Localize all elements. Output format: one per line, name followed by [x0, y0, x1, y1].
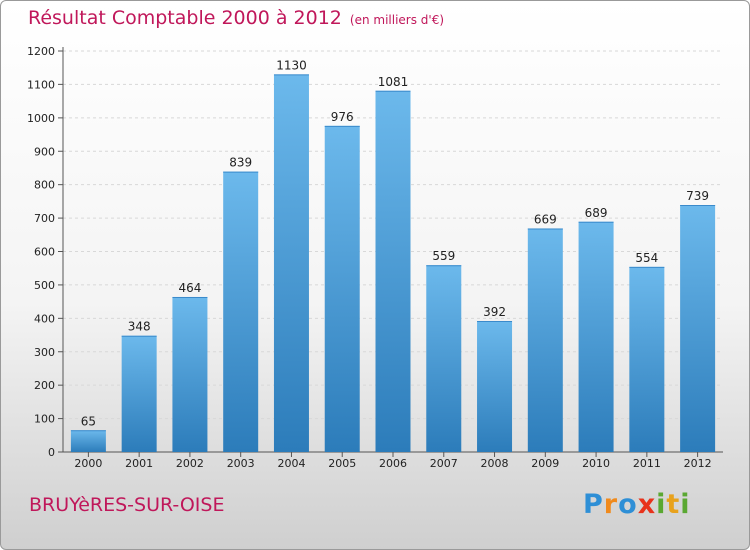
y-tick-label: 500 — [34, 279, 55, 292]
y-tick-label: 300 — [34, 346, 55, 359]
x-tick-label: 2010 — [582, 457, 610, 470]
proxiti-logo: Proxiti — [583, 489, 691, 520]
bar — [629, 266, 665, 452]
bar-value-label: 392 — [483, 305, 506, 319]
bar — [477, 321, 513, 452]
bar-value-label: 559 — [432, 249, 455, 263]
logo-letter: i — [680, 489, 691, 520]
bar — [172, 296, 208, 452]
chart-title: Résultat Comptable 2000 à 2012 — [28, 7, 342, 29]
x-tick-label: 2009 — [531, 457, 559, 470]
y-tick-label: 1100 — [27, 78, 55, 91]
bar-value-label: 689 — [585, 206, 608, 220]
bar — [121, 335, 157, 452]
bar-value-label: 1081 — [378, 75, 409, 89]
x-tick-label: 2001 — [125, 457, 153, 470]
logo-letter: r — [603, 489, 619, 520]
bar — [527, 228, 563, 452]
bar — [223, 171, 259, 453]
bar — [324, 125, 360, 452]
bar-value-label: 839 — [229, 156, 252, 170]
bar-value-label: 1130 — [276, 58, 307, 72]
bar-value-label: 976 — [331, 110, 354, 124]
logo-letter: P — [583, 489, 604, 520]
bar-value-label: 348 — [128, 320, 151, 334]
bar — [680, 205, 716, 452]
logo-letter: o — [618, 489, 638, 520]
location-name: BRUYèRES-SUR-OISE — [29, 494, 225, 516]
bar — [375, 90, 411, 452]
x-tick-label: 2011 — [633, 457, 661, 470]
x-tick-label: 2000 — [74, 457, 102, 470]
y-tick-label: 700 — [34, 212, 55, 225]
x-tick-label: 2003 — [227, 457, 255, 470]
x-tick-label: 2002 — [176, 457, 204, 470]
logo-letter: i — [656, 489, 667, 520]
chart-title-row: Résultat Comptable 2000 à 2012 (en millie… — [28, 7, 444, 29]
x-tick-label: 2006 — [379, 457, 407, 470]
bar-value-label: 65 — [81, 414, 96, 428]
x-tick-label: 2012 — [684, 457, 712, 470]
bar — [70, 430, 106, 452]
x-tick-label: 2005 — [328, 457, 356, 470]
logo-letter: x — [637, 489, 657, 520]
y-tick-label: 1200 — [27, 45, 55, 58]
logo-letter: t — [666, 489, 681, 520]
y-tick-label: 100 — [34, 413, 55, 426]
bar-value-label: 554 — [635, 251, 658, 265]
bar-value-label: 464 — [178, 281, 201, 295]
y-tick-label: 900 — [34, 145, 55, 158]
bar — [273, 74, 309, 453]
x-tick-label: 2004 — [277, 457, 305, 470]
y-tick-label: 1000 — [27, 112, 55, 125]
y-tick-label: 400 — [34, 312, 55, 325]
bars — [70, 74, 716, 453]
y-tick-label: 600 — [34, 246, 55, 259]
y-tick-label: 0 — [48, 446, 55, 459]
bar-value-label: 739 — [686, 189, 709, 203]
bar — [578, 221, 614, 452]
labels: 0 100 200 300 400 500 600 700 800 900 1000 1100 1200… — [27, 45, 712, 470]
chart-subtitle: (en milliers d'€) — [349, 13, 445, 27]
bar — [426, 265, 462, 452]
x-tick-label: 2007 — [430, 457, 458, 470]
bar-value-label: 669 — [534, 212, 557, 226]
y-tick-label: 800 — [34, 179, 55, 192]
x-tick-label: 2008 — [481, 457, 509, 470]
y-tick-label: 200 — [34, 379, 55, 392]
